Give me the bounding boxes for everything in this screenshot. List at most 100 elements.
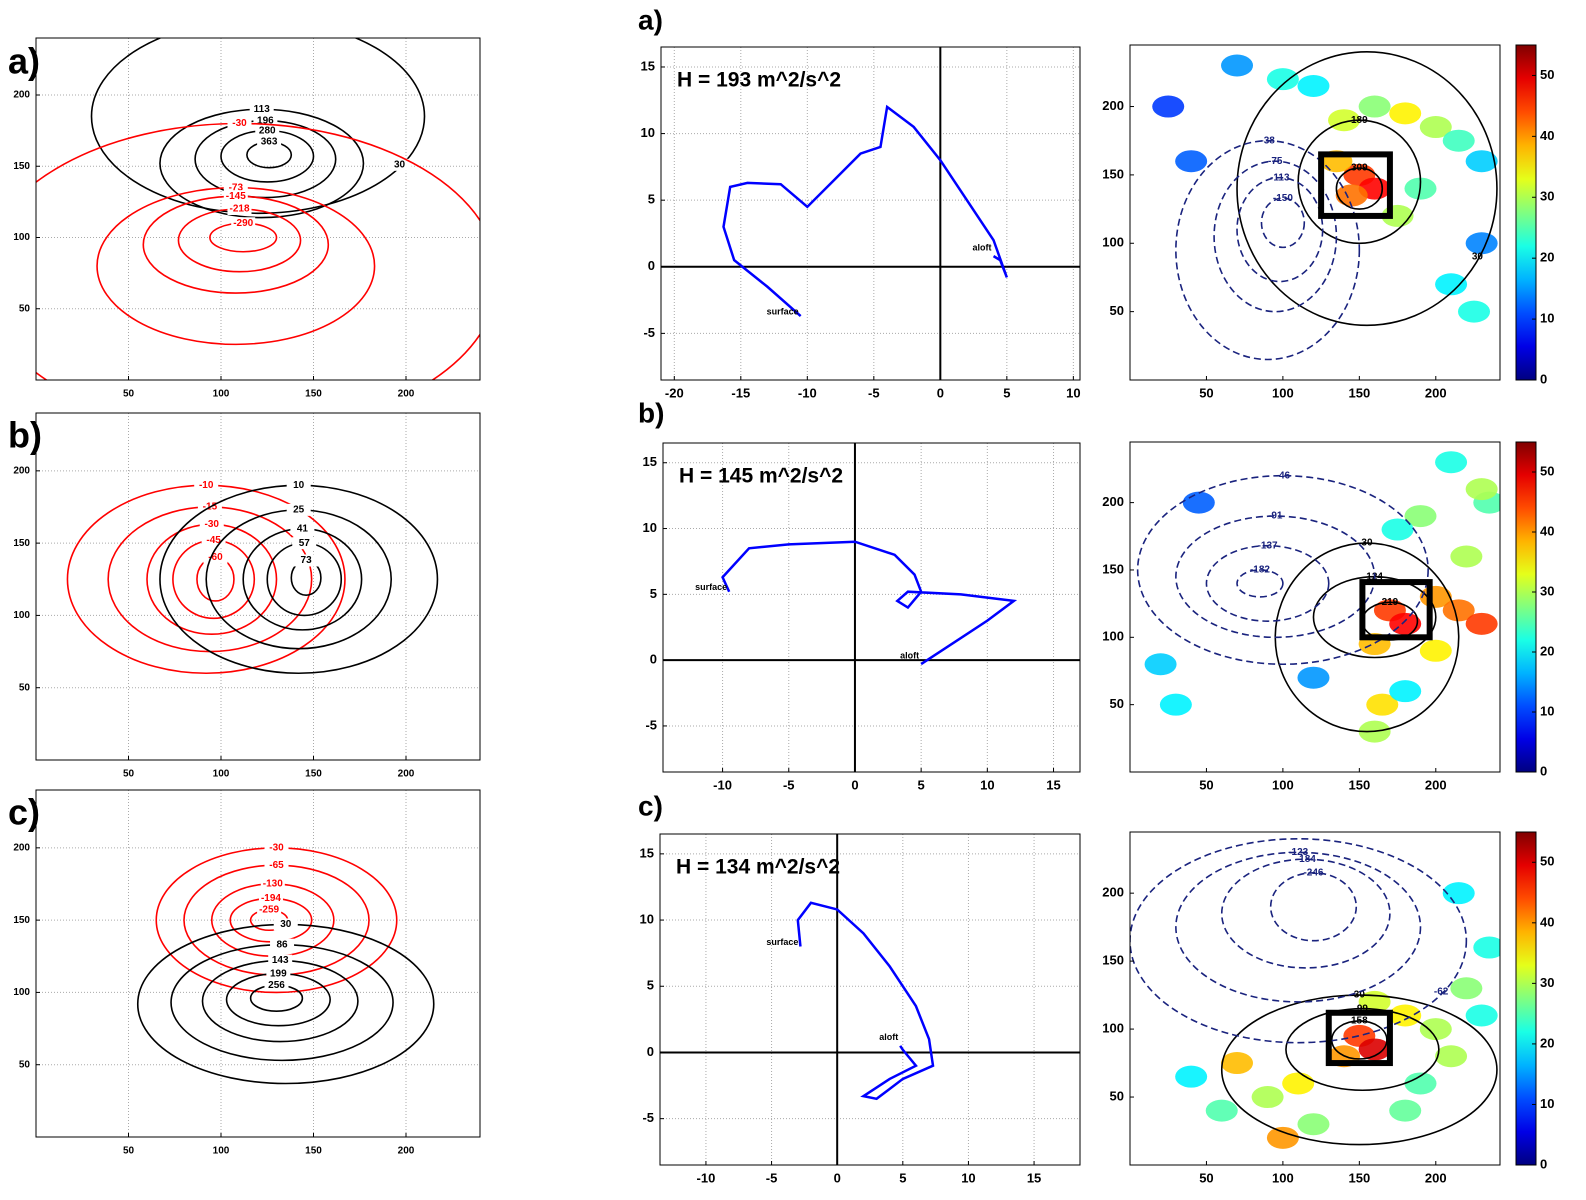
echo bbox=[1297, 1113, 1329, 1135]
hodograph-line bbox=[798, 903, 933, 1099]
colorbar-label: 50 bbox=[1540, 854, 1554, 869]
x-tick-label: 15 bbox=[1046, 777, 1060, 792]
contour-label: -150 bbox=[1273, 193, 1293, 204]
echo bbox=[1175, 150, 1207, 172]
y-tick-label: 150 bbox=[1102, 166, 1124, 181]
echo bbox=[1336, 184, 1368, 206]
panel-label: c) bbox=[8, 792, 40, 833]
contour-line bbox=[1271, 873, 1357, 941]
axes-frame bbox=[661, 47, 1080, 380]
x-tick-label: -10 bbox=[713, 777, 732, 792]
x-tick-label: 5 bbox=[899, 1170, 906, 1185]
contour-label: 309 bbox=[1351, 163, 1368, 174]
echo bbox=[1443, 130, 1475, 152]
echo bbox=[1152, 96, 1184, 118]
x-tick-label: 50 bbox=[123, 389, 135, 400]
y-tick-label: 200 bbox=[1102, 98, 1124, 113]
panel: -10-15-30-45-601025415773b)5010015020050… bbox=[8, 413, 480, 780]
x-tick-label: 10 bbox=[1066, 385, 1080, 400]
y-tick-label: 15 bbox=[641, 58, 655, 73]
echo bbox=[1466, 613, 1498, 635]
contour-label: 41 bbox=[297, 523, 309, 534]
y-tick-label: 100 bbox=[13, 232, 30, 243]
echo bbox=[1267, 68, 1299, 90]
y-tick-label: 50 bbox=[1110, 1088, 1124, 1103]
contour-line bbox=[197, 558, 234, 601]
contour-line bbox=[1176, 141, 1359, 360]
echo bbox=[1297, 667, 1329, 689]
contour-line bbox=[1261, 198, 1304, 247]
y-tick-label: 10 bbox=[643, 520, 657, 535]
plot-area: 30113196280363-30-73-145-218-290 bbox=[0, 19, 499, 431]
contour-label: 256 bbox=[268, 980, 285, 991]
y-tick-label: 100 bbox=[1102, 235, 1124, 250]
contour-label: 143 bbox=[272, 955, 289, 966]
contour-label: 30 bbox=[1472, 252, 1484, 263]
contour-label: 73 bbox=[301, 555, 313, 566]
x-tick-label: 10 bbox=[980, 777, 994, 792]
contour-label: -30 bbox=[205, 519, 220, 530]
contour-label: 30 bbox=[1361, 538, 1373, 549]
hodograph-line bbox=[724, 107, 1007, 316]
y-tick-label: 0 bbox=[650, 652, 657, 667]
y-tick-label: 5 bbox=[647, 978, 654, 993]
x-tick-label: 150 bbox=[1348, 1170, 1370, 1185]
echo bbox=[1221, 1052, 1253, 1074]
colorbar bbox=[1516, 832, 1536, 1165]
panel: 30189309-38-75-113-150501001502005010015… bbox=[1102, 45, 1554, 400]
y-tick-label: 15 bbox=[640, 845, 654, 860]
x-tick-label: 150 bbox=[1348, 777, 1370, 792]
contour-label: -75 bbox=[1268, 156, 1283, 167]
y-tick-label: 100 bbox=[1102, 629, 1124, 644]
plot-area bbox=[661, 47, 1080, 380]
contour-label: -259 bbox=[259, 905, 279, 916]
y-tick-label: 150 bbox=[1102, 953, 1124, 968]
contour-label: -184 bbox=[1296, 854, 1316, 865]
x-tick-label: -15 bbox=[731, 385, 750, 400]
echo bbox=[1297, 75, 1329, 97]
x-tick-label: 0 bbox=[937, 385, 944, 400]
contour-label: 10 bbox=[293, 480, 305, 491]
echo bbox=[1435, 451, 1467, 473]
plot-area bbox=[663, 443, 1080, 772]
colorbar-label: 30 bbox=[1540, 975, 1554, 990]
contour-label: -30 bbox=[269, 842, 284, 853]
x-tick-label: -10 bbox=[798, 385, 817, 400]
colorbar-label: 20 bbox=[1540, 643, 1554, 658]
x-tick-label: 50 bbox=[123, 1146, 135, 1157]
colorbar-label: 50 bbox=[1540, 463, 1554, 478]
page: 30113196280363-30-73-145-218-290a)501001… bbox=[0, 0, 1586, 1200]
plot-area: 3099158-62-123-184-246 bbox=[1130, 839, 1505, 1149]
contour-label: 57 bbox=[299, 538, 311, 549]
x-tick-label: 100 bbox=[1272, 777, 1294, 792]
contour-label: -113 bbox=[1270, 172, 1290, 183]
y-tick-label: 10 bbox=[641, 125, 655, 140]
x-tick-label: 50 bbox=[123, 769, 135, 780]
contour-line bbox=[1206, 546, 1328, 621]
contour-line bbox=[1214, 161, 1336, 311]
panel: -30-65-130-194-2593086143199256c)5010015… bbox=[8, 790, 480, 1157]
y-tick-label: 50 bbox=[19, 1059, 31, 1070]
colorbar-label: 0 bbox=[1540, 763, 1547, 778]
y-tick-label: 5 bbox=[650, 586, 657, 601]
contour-line bbox=[0, 124, 499, 432]
contour-label: 219 bbox=[1382, 597, 1399, 608]
x-tick-label: 100 bbox=[1272, 1170, 1294, 1185]
y-tick-label: 150 bbox=[13, 915, 30, 926]
hodograph-line bbox=[723, 542, 1014, 664]
colorbar-label: 40 bbox=[1540, 128, 1554, 143]
x-tick-label: 200 bbox=[398, 389, 415, 400]
echo bbox=[1420, 640, 1452, 662]
panel: 30124219-46-91-137-182501001502005010015… bbox=[1102, 442, 1554, 792]
contour-label: -91 bbox=[1268, 511, 1283, 522]
x-tick-label: 200 bbox=[1425, 1170, 1447, 1185]
x-tick-label: -5 bbox=[766, 1170, 778, 1185]
x-tick-label: 50 bbox=[1199, 1170, 1213, 1185]
y-tick-label: 0 bbox=[648, 258, 655, 273]
x-tick-label: 150 bbox=[305, 1146, 322, 1157]
contour-label: -46 bbox=[1276, 470, 1291, 481]
x-tick-label: 100 bbox=[1272, 385, 1294, 400]
contour-label: -137 bbox=[1258, 540, 1278, 551]
